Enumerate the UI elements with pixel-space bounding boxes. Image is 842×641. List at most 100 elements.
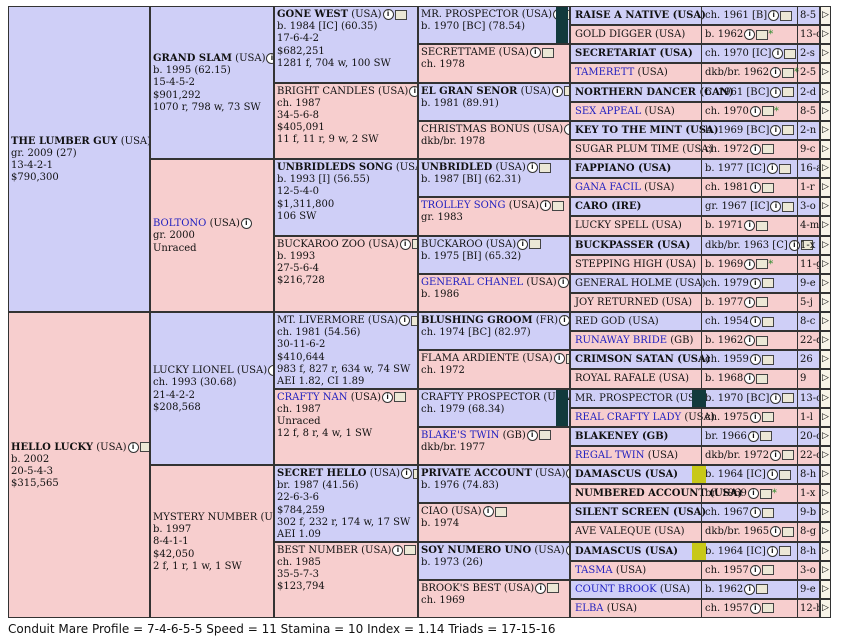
horse-name-link[interactable]: JOY RETURNED (USA) <box>575 296 692 308</box>
horse-name-link[interactable]: UNBRIDLED <box>421 162 493 173</box>
info-icon[interactable]: i <box>558 315 569 326</box>
horse-name-link[interactable]: BLUSHING GROOM <box>421 315 533 326</box>
info-icon[interactable]: i <box>744 335 756 347</box>
expand-arrow-icon[interactable]: ▷ <box>820 522 831 542</box>
horse-name-link[interactable]: FLAMA ARDIENTE <box>421 353 520 365</box>
email-icon[interactable] <box>782 67 795 78</box>
expand-arrow-icon[interactable]: ▷ <box>820 63 831 83</box>
horse-name-link[interactable]: GENERAL CHANEL <box>421 276 524 288</box>
email-icon[interactable] <box>761 106 774 117</box>
email-icon[interactable] <box>782 125 795 136</box>
email-icon[interactable] <box>413 468 417 479</box>
info-icon[interactable]: i <box>401 468 413 479</box>
horse-name-link[interactable]: SEX APPEAL <box>575 105 642 117</box>
email-icon[interactable] <box>756 29 769 40</box>
horse-name-link[interactable]: RUNAWAY BRIDE <box>575 335 668 347</box>
email-icon[interactable] <box>800 240 813 250</box>
horse-name-link[interactable]: SECRETTAME <box>421 47 496 59</box>
info-icon[interactable]: i <box>744 296 756 308</box>
horse-name-link[interactable]: SILENT SCREEN (USA) <box>575 507 707 519</box>
info-icon[interactable]: i <box>529 47 541 59</box>
info-icon[interactable]: i <box>382 9 394 20</box>
email-icon[interactable] <box>538 162 551 173</box>
horse-name-link[interactable]: MR. PROSPECTOR (USA) <box>575 392 706 404</box>
email-icon[interactable] <box>411 239 417 249</box>
horse-name-link[interactable]: CRIMSON SATAN (USA) <box>575 354 711 366</box>
horse-name-link[interactable]: BRIGHT CANDLES <box>277 85 375 97</box>
info-icon[interactable]: i <box>749 602 761 614</box>
email-icon[interactable] <box>139 442 149 453</box>
horse-name-link[interactable]: THE LUMBER GUY <box>11 135 118 147</box>
expand-arrow-icon[interactable]: ▷ <box>820 120 831 140</box>
email-icon[interactable] <box>761 278 774 289</box>
expand-arrow-icon[interactable]: ▷ <box>820 292 831 312</box>
horse-name-link[interactable]: BUCKPASSER (USA) <box>575 239 691 251</box>
horse-name-link[interactable]: KEY TO THE MINT (USA) <box>575 124 719 136</box>
horse-name-link[interactable]: RED GOD (USA) <box>575 316 659 327</box>
email-icon[interactable] <box>756 297 769 308</box>
info-icon[interactable]: i <box>747 488 759 500</box>
info-icon[interactable]: i <box>766 545 778 557</box>
horse-name-link[interactable]: DAMASCUS (USA) <box>575 469 679 480</box>
info-icon[interactable]: i <box>382 391 394 403</box>
info-icon[interactable]: i <box>747 430 759 442</box>
email-icon[interactable] <box>761 507 774 518</box>
horse-name-link[interactable]: LUCKY LIONEL <box>153 365 234 377</box>
info-icon[interactable]: i <box>551 85 563 97</box>
expand-arrow-icon[interactable]: ▷ <box>820 178 831 198</box>
email-icon[interactable] <box>782 526 795 537</box>
horse-name-link[interactable]: SOY NUMERO UNO <box>421 544 532 556</box>
horse-name-link[interactable]: FAPPIANO (USA) <box>575 163 672 174</box>
email-icon[interactable] <box>563 86 569 96</box>
expand-arrow-icon[interactable]: ▷ <box>820 426 831 446</box>
expand-arrow-icon[interactable]: ▷ <box>820 445 831 465</box>
email-icon[interactable] <box>759 488 772 499</box>
email-icon[interactable] <box>759 431 772 442</box>
horse-name-link[interactable]: HELLO LUCKY <box>11 441 94 453</box>
email-icon[interactable] <box>538 430 551 441</box>
info-icon[interactable]: i <box>540 200 552 212</box>
email-icon[interactable] <box>565 353 569 364</box>
expand-arrow-icon[interactable]: ▷ <box>820 541 831 561</box>
horse-name-link[interactable]: GONE WEST <box>277 9 349 20</box>
horse-name-link[interactable]: SECRETARIAT (USA) <box>575 48 693 60</box>
info-icon[interactable]: i <box>526 162 538 173</box>
horse-name-link[interactable]: EL GRAN SENOR <box>421 85 518 97</box>
info-icon[interactable]: i <box>788 239 800 251</box>
info-icon[interactable]: i <box>768 10 780 21</box>
info-icon[interactable]: i <box>770 201 782 213</box>
email-icon[interactable] <box>782 393 795 403</box>
horse-name-link[interactable]: GOLD DIGGER (USA) <box>575 29 686 41</box>
info-icon[interactable]: i <box>268 365 273 377</box>
email-icon[interactable] <box>756 584 769 595</box>
info-icon[interactable]: i <box>749 564 761 576</box>
email-icon[interactable] <box>404 545 417 555</box>
expand-arrow-icon[interactable]: ▷ <box>820 254 831 274</box>
horse-name-link[interactable]: CIAO <box>421 506 449 518</box>
email-icon[interactable] <box>778 163 791 174</box>
horse-name-link[interactable]: ROYAL RAFALE (USA) <box>575 373 690 385</box>
info-icon[interactable]: i <box>749 411 761 423</box>
expand-arrow-icon[interactable]: ▷ <box>820 44 831 64</box>
horse-name-link[interactable]: REGAL TWIN <box>575 449 645 461</box>
info-icon[interactable]: i <box>749 354 761 366</box>
email-icon[interactable] <box>494 506 507 517</box>
info-icon[interactable]: i <box>127 441 139 453</box>
info-icon[interactable]: i <box>770 86 782 98</box>
horse-name-link[interactable]: MR. PROSPECTOR <box>421 9 519 20</box>
email-icon[interactable] <box>756 259 769 270</box>
email-icon[interactable] <box>394 392 407 402</box>
horse-name-link[interactable]: GRAND SLAM <box>153 52 232 64</box>
horse-name-link[interactable]: BUCKAROO <box>421 238 483 250</box>
horse-name-link[interactable]: BLAKENEY (GB) <box>575 430 669 442</box>
info-icon[interactable]: i <box>770 392 782 404</box>
expand-arrow-icon[interactable]: ▷ <box>820 159 831 179</box>
horse-name-link[interactable]: CHRISTMAS BONUS <box>421 123 530 135</box>
expand-arrow-icon[interactable]: ▷ <box>820 465 831 485</box>
expand-arrow-icon[interactable]: ▷ <box>820 235 831 255</box>
info-icon[interactable]: i <box>409 85 417 97</box>
horse-name-link[interactable]: RAISE A NATIVE (USA) <box>575 10 706 21</box>
email-icon[interactable] <box>782 87 795 97</box>
expand-arrow-icon[interactable]: ▷ <box>820 579 831 599</box>
info-icon[interactable]: i <box>749 143 761 155</box>
